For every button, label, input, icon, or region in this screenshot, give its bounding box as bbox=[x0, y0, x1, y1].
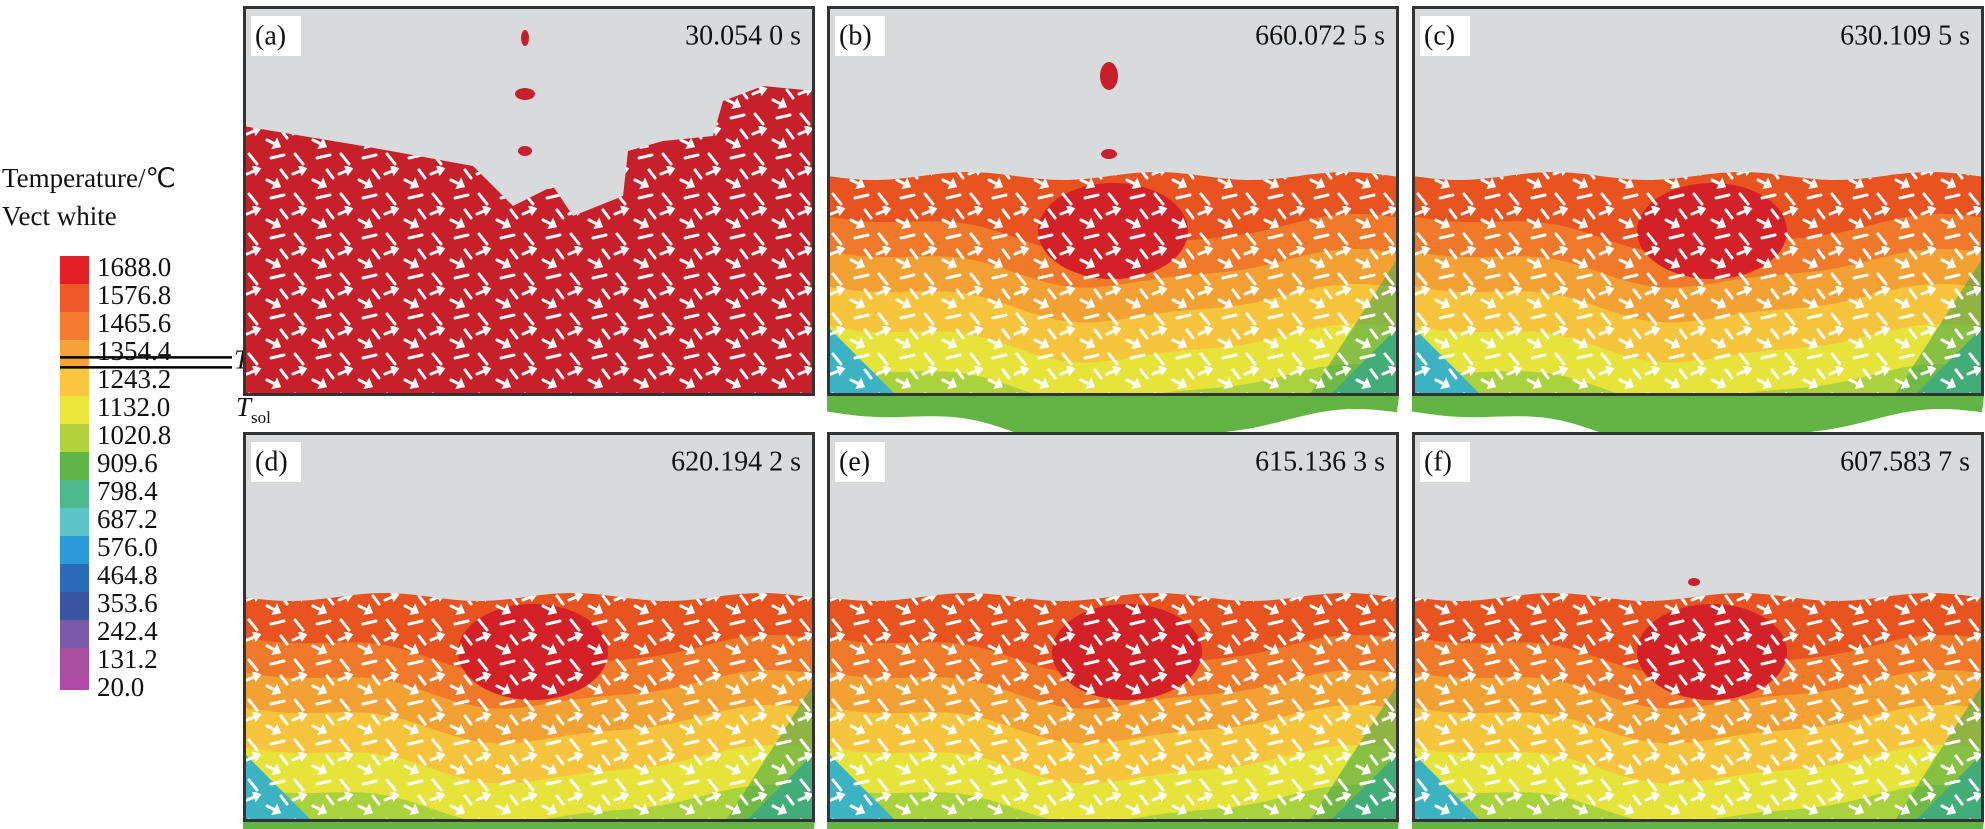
panel-label: (f) bbox=[1424, 446, 1452, 477]
panels: (a) 30.054 0 s (b) 660.072 5 s (c) 630.109 5 … bbox=[243, 6, 1984, 829]
panel-label: (c) bbox=[1424, 20, 1455, 51]
label-box bbox=[1420, 442, 1470, 482]
level-label: 242.4 bbox=[97, 616, 158, 646]
color-swatch bbox=[60, 368, 89, 396]
droplet bbox=[521, 30, 529, 46]
panel-time: 660.072 5 s bbox=[1255, 20, 1385, 51]
level-label: 909.6 bbox=[97, 448, 158, 478]
panel-frame bbox=[1412, 6, 1984, 396]
color-swatch bbox=[60, 564, 89, 592]
color-swatch bbox=[60, 480, 89, 508]
panel-frame bbox=[827, 432, 1399, 822]
level-label: 687.2 bbox=[97, 504, 158, 534]
color-swatch bbox=[60, 620, 89, 648]
velocity-vectors bbox=[827, 593, 1399, 822]
panel: (b) 660.072 5 s bbox=[827, 6, 1399, 448]
droplet bbox=[1688, 578, 1700, 586]
level-label: 1576.8 bbox=[97, 280, 171, 310]
panel-label: (b) bbox=[839, 20, 872, 51]
panel-time: 615.136 3 s bbox=[1255, 446, 1385, 477]
label-box bbox=[1420, 16, 1470, 56]
color-swatch bbox=[60, 508, 89, 536]
panel-frame bbox=[827, 6, 1399, 396]
label-box bbox=[251, 442, 301, 482]
droplet bbox=[1100, 62, 1118, 90]
label-box bbox=[835, 16, 885, 56]
level-label: 1020.8 bbox=[97, 420, 171, 450]
level-label: 1243.2 bbox=[97, 364, 171, 394]
temperature-band bbox=[243, 822, 815, 829]
panel-label: (d) bbox=[255, 446, 288, 477]
droplet bbox=[1101, 149, 1117, 159]
color-swatch bbox=[60, 312, 89, 340]
panel-time: 620.194 2 s bbox=[671, 446, 801, 477]
panel: (e) 615.136 3 s bbox=[827, 432, 1399, 829]
legend-title: Temperature/℃ bbox=[2, 163, 176, 193]
level-label: 1688.0 bbox=[97, 252, 171, 282]
velocity-vectors bbox=[1412, 172, 1984, 396]
marker-symbol: T bbox=[236, 392, 253, 422]
droplet bbox=[518, 146, 532, 156]
panel-frame bbox=[1412, 432, 1984, 822]
temperature-band bbox=[827, 822, 1399, 829]
level-label: 353.6 bbox=[97, 588, 158, 618]
velocity-vectors bbox=[1412, 593, 1984, 822]
color-swatch bbox=[60, 424, 89, 452]
color-swatch bbox=[60, 396, 89, 424]
label-box bbox=[251, 16, 301, 56]
level-label: 131.2 bbox=[97, 644, 158, 674]
color-swatch bbox=[60, 452, 89, 480]
temperature-band bbox=[1412, 822, 1984, 829]
panel-frame bbox=[243, 432, 815, 822]
panel-label: (a) bbox=[255, 20, 286, 51]
color-swatch bbox=[60, 340, 89, 368]
panel: (c) 630.109 5 s bbox=[1412, 6, 1984, 448]
level-label: 798.4 bbox=[97, 476, 158, 506]
color-bar: 1688.01576.81465.61354.41243.21132.01020… bbox=[60, 252, 271, 702]
panel-time: 607.583 7 s bbox=[1840, 446, 1970, 477]
droplet bbox=[515, 88, 535, 100]
color-swatch bbox=[60, 284, 89, 312]
level-label: 1465.6 bbox=[97, 308, 171, 338]
panel-frame bbox=[243, 6, 815, 396]
velocity-vectors bbox=[243, 593, 815, 822]
level-label: 1354.4 bbox=[97, 336, 172, 366]
panel-time: 630.109 5 s bbox=[1840, 20, 1970, 51]
color-swatch bbox=[60, 256, 89, 284]
level-label: 1132.0 bbox=[97, 392, 170, 422]
temperature-band bbox=[1412, 396, 1984, 448]
panel: (f) 607.583 7 s bbox=[1412, 432, 1984, 829]
panel: (a) 30.054 0 s bbox=[243, 6, 815, 396]
label-box bbox=[835, 442, 885, 482]
level-label: 576.0 bbox=[97, 532, 158, 562]
marker-subscript: sol bbox=[251, 408, 271, 427]
panel-time: 30.054 0 s bbox=[685, 20, 801, 51]
level-label: 464.8 bbox=[97, 560, 158, 590]
temperature-band bbox=[827, 396, 1399, 448]
panel: (d) 620.194 2 s bbox=[243, 432, 815, 829]
color-swatch bbox=[60, 536, 89, 564]
color-swatch bbox=[60, 676, 89, 690]
temperature-marker: Tsol bbox=[236, 392, 271, 427]
panel-label: (e) bbox=[839, 446, 870, 477]
color-swatch bbox=[60, 648, 89, 676]
velocity-vectors bbox=[827, 172, 1399, 396]
color-swatch bbox=[60, 592, 89, 620]
level-label: 20.0 bbox=[97, 672, 144, 702]
legend-subtitle: Vect white bbox=[2, 201, 117, 231]
